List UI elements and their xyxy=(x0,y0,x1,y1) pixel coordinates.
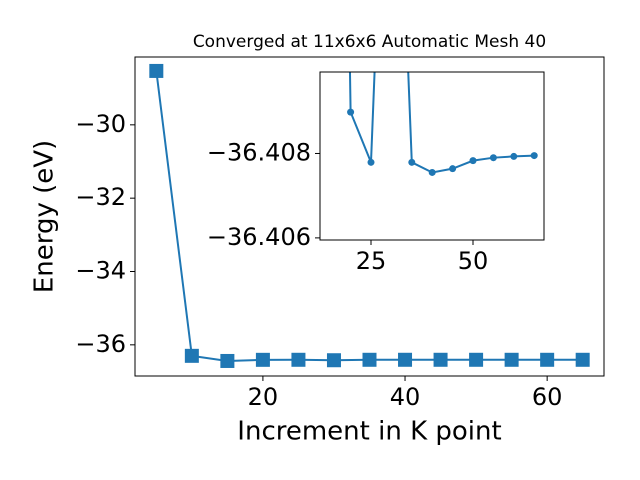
x-tick-label: 50 xyxy=(458,247,489,275)
marker xyxy=(347,108,355,116)
marker xyxy=(433,352,448,367)
y-tick-label: −36.408 xyxy=(207,138,311,166)
marker xyxy=(575,352,590,367)
marker xyxy=(428,168,436,176)
y-tick-label: −36 xyxy=(75,330,126,358)
marker xyxy=(510,152,518,160)
marker xyxy=(398,352,413,367)
y-axis-label: Energy (eV) xyxy=(30,140,60,293)
marker xyxy=(362,352,377,367)
marker xyxy=(469,352,484,367)
marker xyxy=(449,165,457,173)
x-tick-label: 60 xyxy=(532,383,563,411)
x-axis-label: Increment in K point xyxy=(237,417,501,447)
marker xyxy=(184,348,199,363)
marker xyxy=(291,352,306,367)
marker xyxy=(504,352,519,367)
marker xyxy=(255,352,270,367)
marker xyxy=(540,352,555,367)
plot-content xyxy=(149,63,590,368)
axes-frame xyxy=(134,56,605,377)
y-tick-label: −34 xyxy=(75,257,126,285)
marker xyxy=(220,353,235,368)
plot-content xyxy=(347,72,538,176)
marker xyxy=(489,154,497,162)
x-tick-label: 25 xyxy=(356,247,387,275)
y-tick-label: −30 xyxy=(75,110,126,138)
axes-frame xyxy=(319,71,545,241)
marker xyxy=(469,157,477,165)
y-tick-label: −36.406 xyxy=(207,223,311,251)
y-tick-label: −32 xyxy=(75,183,126,211)
chart-title: Converged at 11x6x6 Automatic Mesh 40 xyxy=(193,32,546,52)
marker xyxy=(149,63,164,78)
marker xyxy=(326,353,341,368)
marker xyxy=(367,158,375,166)
marker xyxy=(530,152,538,160)
x-tick-label: 20 xyxy=(248,383,279,411)
marker xyxy=(408,158,416,166)
x-tick-label: 40 xyxy=(390,383,421,411)
